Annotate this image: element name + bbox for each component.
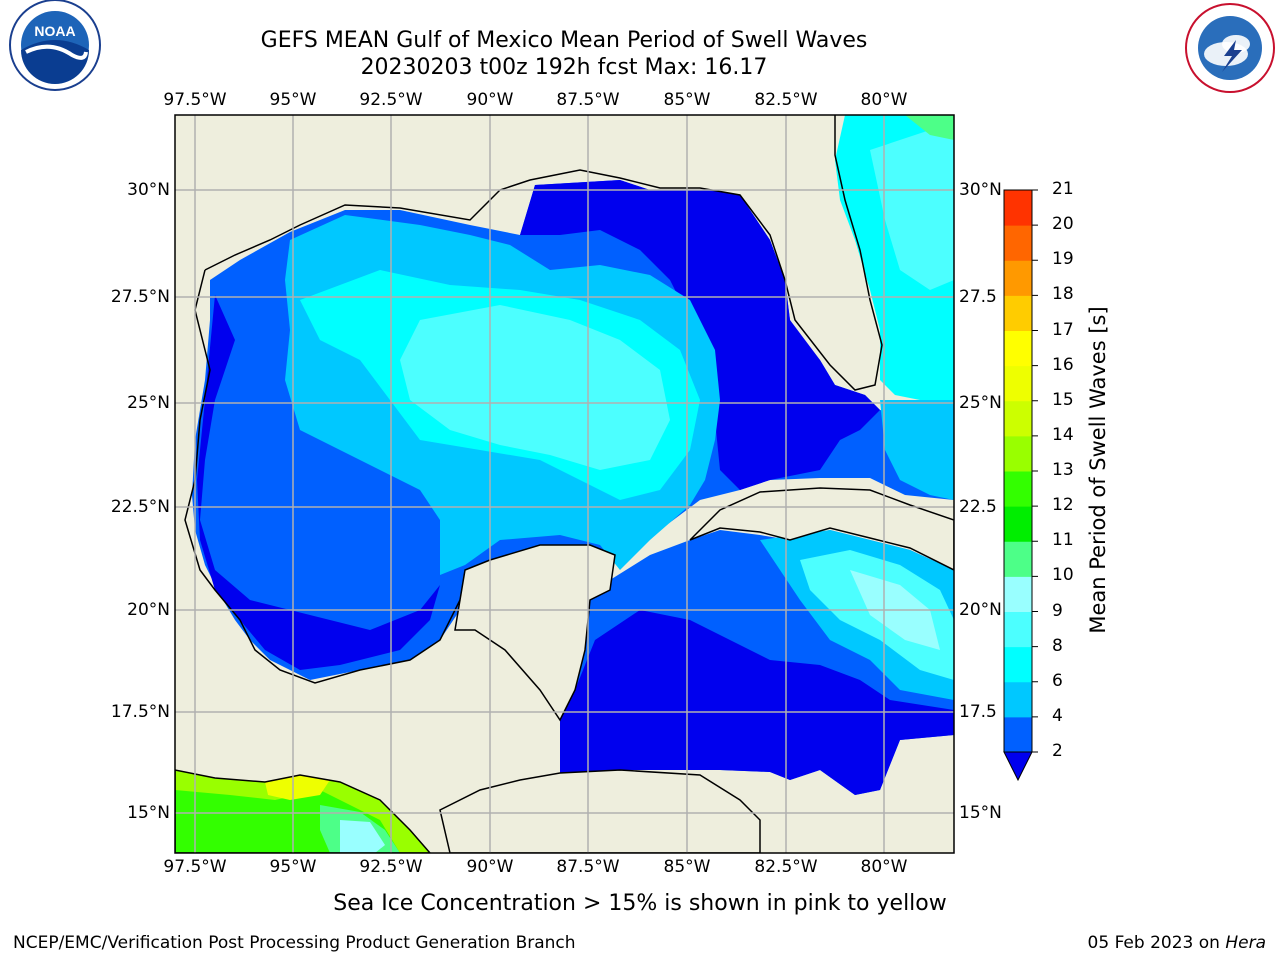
lat-label-left: 20°N (127, 600, 170, 620)
noaa-logo: NOAA (9, 0, 101, 91)
lon-label-bottom: 95°W (269, 857, 317, 877)
footer-date-text: 05 Feb 2023 on (1087, 933, 1220, 953)
lon-label-bottom: 82.5°W (754, 857, 818, 877)
lat-label-right: 27.5 (959, 287, 997, 307)
lon-label-top: 82.5°W (754, 90, 818, 110)
colorbar-tick-label: 14 (1052, 424, 1074, 445)
colorbar-tick-label: 12 (1052, 495, 1074, 516)
lat-label-left: 30°N (127, 180, 170, 200)
colorbar-tick-label: 6 (1052, 670, 1063, 691)
lon-label-bottom: 97.5°W (163, 857, 227, 877)
colorbar-tick-label: 20 (1052, 214, 1074, 235)
lon-label-bottom: 92.5°W (359, 857, 423, 877)
colorbar-band (1004, 471, 1032, 507)
lat-label-left: 25°N (127, 393, 170, 413)
footer-host: Hera (1225, 933, 1266, 953)
cuba-land (689, 487, 954, 571)
colorbar-band (1004, 716, 1032, 753)
colorbar-tick-label: 8 (1052, 635, 1063, 656)
colorbar-band (1004, 295, 1032, 331)
lat-label-right: 20°N (959, 600, 1002, 620)
colorbar-tick-label: 17 (1052, 319, 1074, 340)
graticule (175, 115, 954, 853)
colorbar-band (1004, 330, 1032, 367)
lon-label-top: 95°W (269, 90, 317, 110)
colorbar-band (1004, 506, 1032, 542)
footer-date: 05 Feb 2023 on Hera (1088, 933, 1266, 953)
sea-ice-note: Sea Ice Concentration > 15% is shown in … (333, 891, 947, 916)
colorbar-band (1004, 646, 1032, 683)
lon-label-bottom: 80°W (860, 857, 908, 877)
colorbar-label: Mean Period of Swell Waves [s] (1086, 306, 1110, 634)
colorbar-tick-label: 16 (1052, 354, 1074, 375)
lon-label-bottom: 90°W (466, 857, 514, 877)
colorbar-band (1004, 576, 1032, 612)
colorbar-band (1004, 611, 1032, 648)
colorbar-tick-label: 13 (1052, 460, 1074, 480)
lat-label-right: 30°N (959, 180, 1002, 200)
colorbar-tick-label: 19 (1052, 249, 1074, 270)
chart-subtitle: 20230203 t00z 192h fcst Max: 16.17 (360, 55, 768, 80)
lon-label-bottom: 85°W (663, 857, 711, 877)
gulf-coastline (204, 115, 883, 391)
colorbar-band (1004, 541, 1032, 577)
colorbar-band (1004, 225, 1032, 261)
colorbar-band (1004, 681, 1032, 718)
lat-label-left: 22.5°N (110, 497, 170, 517)
nws-logo (1185, 3, 1275, 93)
colorbar (1003, 189, 1038, 782)
colorbar-tick-label: 2 (1052, 741, 1063, 761)
colorbar-tick-label: 11 (1052, 530, 1074, 551)
lon-label-top: 85°W (663, 90, 711, 110)
colorbar-tick-label: 9 (1052, 600, 1063, 621)
lat-label-right: 25°N (959, 393, 1002, 413)
noaa-logo-text: NOAA (34, 23, 75, 39)
yucatan-land (454, 544, 616, 722)
colorbar-tick-label: 10 (1052, 565, 1074, 586)
colorbar-tick-label: 4 (1052, 705, 1063, 726)
lat-label-right: 15°N (959, 803, 1002, 823)
lon-label-top: 90°W (466, 90, 514, 110)
colorbar-tick-label: 15 (1052, 389, 1074, 410)
colorbar-band (1004, 260, 1032, 296)
lon-label-top: 80°W (860, 90, 908, 110)
colorbar-band (1004, 400, 1032, 437)
footer-credit: NCEP/EMC/Verification Post Processing Pr… (13, 933, 576, 953)
colorbar-extend-arrow (1003, 751, 1033, 782)
lon-label-top: 97.5°W (163, 90, 227, 110)
colorbar-band (1004, 435, 1032, 472)
lon-label-bottom: 87.5°W (556, 857, 620, 877)
colorbar-band (1004, 365, 1032, 402)
chart-title: GEFS MEAN Gulf of Mexico Mean Period of … (260, 28, 868, 53)
colorbar-tick-label: 21 (1052, 179, 1074, 199)
lat-label-left: 27.5°N (110, 287, 170, 307)
lon-label-top: 92.5°W (359, 90, 423, 110)
map-frame (174, 114, 955, 854)
lon-label-top: 87.5°W (556, 90, 620, 110)
lat-label-left: 15°N (127, 803, 170, 823)
lat-label-right: 17.5 (959, 702, 997, 722)
colorbar-tick-label: 18 (1052, 284, 1074, 305)
lat-label-left: 17.5°N (110, 702, 170, 722)
lat-label-right: 22.5 (959, 497, 997, 517)
colorbar-band (1004, 190, 1032, 226)
